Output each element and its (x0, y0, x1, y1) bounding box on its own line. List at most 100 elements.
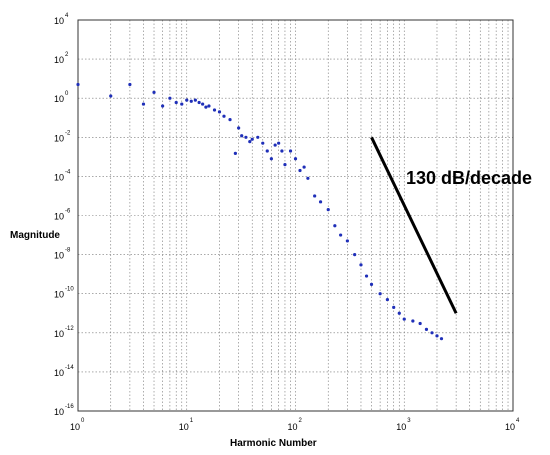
data-point (439, 337, 444, 341)
y-tick-label: 10 (54, 133, 64, 143)
y-tick-exponent: 4 (65, 13, 69, 19)
y-tick-label: 10 (54, 55, 64, 65)
y-tick-label: 10 (54, 251, 64, 261)
data-point (228, 118, 232, 122)
data-point (402, 317, 406, 321)
y-tick-exponent: -10 (65, 287, 74, 293)
x-tick-exponent: 1 (190, 418, 194, 424)
data-point (283, 163, 287, 167)
data-points (76, 82, 444, 341)
x-tick-label: 10 (70, 422, 80, 432)
data-point (237, 126, 241, 130)
data-point (265, 149, 269, 153)
slope-reference-line (370, 136, 458, 314)
data-point (217, 110, 222, 114)
x-tick-exponent: 2 (299, 418, 303, 424)
data-point (277, 141, 281, 145)
data-point (261, 141, 265, 145)
data-point (430, 331, 434, 335)
slope-annotation: 130 dB/decade (406, 168, 532, 188)
y-tick-exponent: -6 (65, 209, 71, 215)
y-tick-exponent: -16 (65, 404, 74, 410)
x-axis-title: Harmonic Number (230, 438, 317, 449)
x-tick-exponent: 3 (407, 418, 411, 424)
data-point (288, 149, 293, 153)
data-point (128, 82, 132, 87)
data-point (397, 311, 401, 315)
data-point (204, 105, 208, 109)
data-point (326, 208, 330, 212)
data-point (168, 96, 172, 100)
data-point (248, 140, 252, 144)
y-tick-exponent: -8 (65, 248, 71, 254)
data-point (306, 176, 310, 180)
data-point (174, 100, 178, 105)
data-point (109, 94, 113, 98)
y-tick-label: 10 (54, 16, 64, 26)
data-point (385, 297, 390, 302)
data-point (256, 135, 260, 139)
data-point (233, 151, 237, 156)
data-point (411, 319, 415, 323)
data-point (364, 274, 369, 278)
y-tick-exponent: -2 (65, 130, 71, 136)
data-point (180, 102, 184, 106)
y-tick-label: 10 (54, 329, 64, 339)
x-tick-label: 10 (396, 422, 406, 432)
data-point (298, 168, 302, 173)
data-point (313, 194, 317, 198)
data-point (435, 334, 439, 338)
x-tick-exponent: 0 (81, 418, 85, 424)
data-point (197, 100, 201, 105)
data-point (193, 98, 197, 102)
data-point (222, 114, 226, 118)
grid-lines (78, 20, 513, 411)
y-tick-label: 10 (54, 407, 64, 417)
x-tick-label: 10 (179, 422, 189, 432)
x-tick-label: 10 (505, 422, 515, 432)
data-point (240, 134, 244, 138)
data-point (244, 135, 248, 139)
y-tick-exponent: 2 (65, 52, 69, 58)
data-point (250, 137, 254, 141)
data-point (273, 143, 277, 147)
data-point (207, 104, 211, 108)
y-tick-exponent: -12 (65, 326, 74, 332)
plot-frame (77, 19, 514, 412)
data-point (345, 239, 349, 243)
data-point (212, 108, 217, 112)
data-point (392, 305, 396, 309)
y-tick-exponent: -14 (65, 365, 74, 371)
data-point (339, 233, 343, 237)
data-point (378, 292, 382, 296)
data-point (293, 157, 298, 161)
data-point (201, 102, 205, 106)
data-point (359, 263, 363, 267)
data-point (353, 253, 357, 257)
x-tick-label: 10 (288, 422, 298, 432)
y-axis-title: Magnitude (10, 230, 60, 241)
y-tick-exponent: 0 (65, 91, 69, 97)
y-tick-label: 10 (54, 172, 64, 182)
y-tick-label: 10 (54, 368, 64, 378)
data-point (318, 200, 323, 204)
data-point (280, 149, 284, 153)
data-point (161, 104, 165, 108)
x-tick-exponent: 4 (516, 418, 520, 424)
data-point (269, 157, 273, 161)
data-point (141, 102, 146, 106)
y-tick-label: 10 (54, 212, 64, 222)
data-point (185, 98, 189, 102)
data-point (302, 165, 306, 169)
data-point (418, 321, 422, 326)
data-point (76, 82, 80, 87)
y-tick-label: 10 (54, 290, 64, 300)
data-point (333, 224, 337, 228)
data-point (152, 90, 156, 94)
data-point (189, 99, 193, 103)
y-tick-exponent: -4 (65, 169, 71, 175)
data-point (369, 282, 374, 286)
